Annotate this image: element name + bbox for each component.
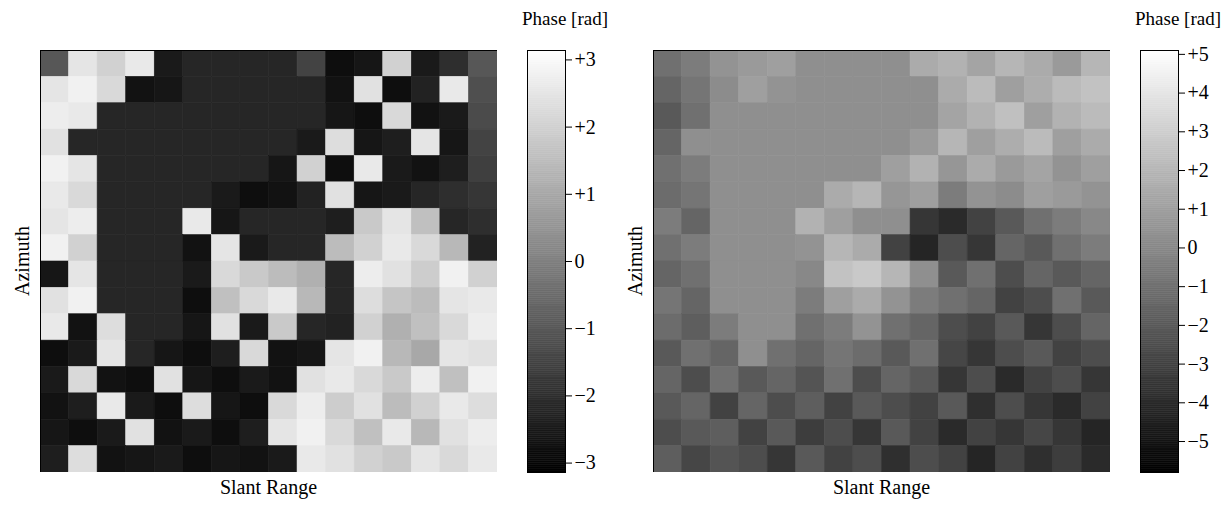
- html-text:Phase [rad]: Phase [rad]: [522, 8, 608, 29]
- svg-text:−1: −1: [575, 317, 596, 339]
- svg-text:−2: −2: [575, 384, 596, 406]
- html-text:Azimuth: Azimuth: [624, 226, 646, 296]
- svg-text:+2: +2: [575, 116, 596, 138]
- svg-text:−4: −4: [1188, 391, 1209, 413]
- svg-text:+5: +5: [1188, 43, 1209, 65]
- svg-text:0: 0: [1188, 236, 1198, 258]
- svg-text:+1: +1: [1188, 198, 1209, 220]
- svg-text:−5: −5: [1188, 430, 1209, 452]
- svg-text:+2: +2: [1188, 159, 1209, 181]
- svg-text:+3: +3: [1188, 120, 1209, 142]
- html-text:Slant Range: Slant Range: [832, 476, 931, 498]
- svg-text:−3: −3: [575, 451, 596, 473]
- svg-text:−2: −2: [1188, 314, 1209, 336]
- html-text:Azimuth: Azimuth: [11, 226, 33, 296]
- svg-text:+1: +1: [575, 183, 596, 205]
- svg-text:+3: +3: [575, 48, 596, 70]
- svg-text:+4: +4: [1188, 81, 1209, 103]
- svg-text:0: 0: [575, 250, 585, 272]
- html-text:Slant Range: Slant Range: [219, 476, 318, 498]
- html-text:Phase [rad]: Phase [rad]: [1135, 8, 1221, 29]
- svg-text:−3: −3: [1188, 352, 1209, 374]
- svg-text:−1: −1: [1188, 275, 1209, 297]
